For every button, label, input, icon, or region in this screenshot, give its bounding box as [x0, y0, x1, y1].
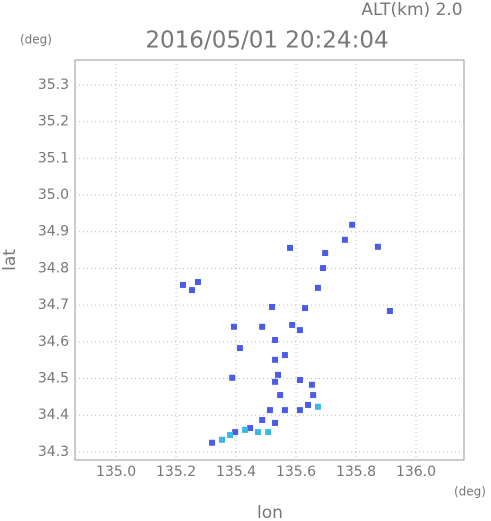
x-tick-label: 135.0 [96, 464, 136, 480]
x-tick-label: 135.2 [156, 464, 196, 480]
y-unit: (deg) [20, 33, 52, 47]
x-axis-label: lon [257, 503, 283, 521]
echo-point [305, 401, 312, 408]
echo-point [296, 377, 303, 383]
echo-point [308, 381, 315, 388]
echo-point [314, 284, 321, 291]
echo-point [386, 308, 393, 315]
y-tick-label: 34.7 [38, 297, 69, 313]
y-tick-label: 34.8 [38, 260, 69, 276]
x-unit: (deg) [454, 485, 486, 499]
echo-point [275, 371, 282, 378]
echo-point [229, 374, 236, 381]
y-tick-label: 35.2 [38, 114, 69, 130]
plot-frame [74, 59, 465, 461]
echo-point [314, 403, 321, 410]
echo-point [341, 236, 348, 243]
y-tick-label: 34.3 [38, 444, 69, 460]
echo-point [242, 426, 249, 433]
x-tick-label: 135.6 [276, 464, 316, 480]
echo-point [266, 407, 273, 414]
echo-point [277, 392, 284, 399]
x-tick-label: 136.0 [396, 464, 436, 480]
echo-point [287, 244, 294, 251]
y-tick-label: 34.9 [38, 224, 69, 240]
y-tick-label: 35.0 [38, 187, 69, 203]
x-tick-label: 135.8 [336, 464, 376, 480]
y-tick-label: 34.6 [38, 334, 69, 350]
echo-point [272, 419, 279, 426]
echo-point [247, 425, 254, 432]
echo-point [374, 243, 381, 250]
echo-point [296, 407, 303, 414]
echo-point [281, 407, 288, 414]
echo-point [254, 429, 261, 436]
echo-point [259, 417, 266, 423]
echo-point [179, 281, 186, 288]
echo-point [310, 392, 317, 399]
echo-point [236, 345, 243, 352]
chart-title: 2016/05/01 20:24:04 [145, 28, 388, 54]
echo-point [209, 439, 216, 446]
echo-point [269, 303, 276, 310]
echo-point [322, 250, 329, 257]
y-tick-label: 35.1 [38, 150, 69, 166]
echo-point [296, 327, 303, 334]
altitude: ALT(km) 2.0 [361, 0, 462, 20]
y-tick-label: 35.3 [38, 77, 69, 93]
echo-point [227, 432, 234, 439]
y-tick-label: 34.4 [38, 407, 69, 423]
echo-point [281, 352, 288, 359]
echo-point [272, 337, 279, 343]
x-tick-label: 135.4 [216, 464, 256, 480]
echo-point [230, 323, 237, 330]
echo-point [194, 279, 201, 286]
echo-point [320, 265, 327, 272]
echo-point [218, 436, 225, 443]
echo-point [232, 429, 239, 436]
y-axis-label: lat [0, 249, 20, 271]
y-tick-label: 34.5 [38, 371, 69, 387]
echo-point [272, 356, 279, 363]
echo-point [349, 221, 356, 228]
echo-point [289, 321, 296, 328]
echo-point [188, 287, 195, 294]
echo-point [302, 305, 309, 312]
echo-point [265, 429, 272, 436]
echo-point [272, 378, 279, 385]
echo-point [259, 323, 266, 330]
